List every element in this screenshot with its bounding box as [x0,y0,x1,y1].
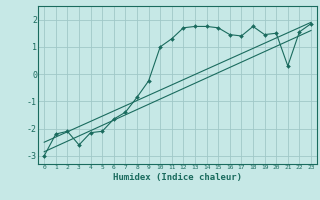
X-axis label: Humidex (Indice chaleur): Humidex (Indice chaleur) [113,173,242,182]
